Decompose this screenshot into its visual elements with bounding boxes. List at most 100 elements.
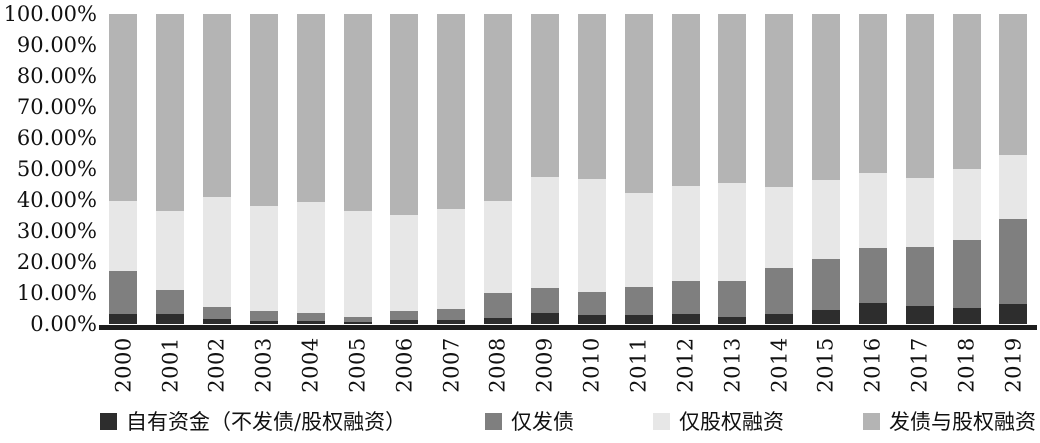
x-axis-label-text: 2008	[486, 337, 511, 393]
y-tick-label: 30.00%	[16, 219, 97, 243]
bar-2010	[577, 14, 606, 324]
bar-2006	[390, 14, 419, 324]
bar-2016	[858, 14, 887, 324]
bar-slot-2004	[287, 14, 334, 324]
x-axis-label-text: 2005	[345, 337, 370, 393]
bar-segment-2003	[249, 311, 278, 321]
x-axis-label-text: 2014	[767, 337, 792, 393]
bar-segment-2015	[812, 14, 841, 180]
x-axis-label-text: 2002	[205, 337, 230, 393]
bar-segment-2013	[718, 182, 747, 281]
x-axis-label-text: 2003	[251, 337, 276, 393]
bar-slot-2006	[381, 14, 428, 324]
bar-segment-2012	[671, 186, 700, 281]
bar-2011	[624, 14, 653, 324]
bar-segment-2013	[718, 280, 747, 318]
bar-segment-2017	[905, 14, 934, 179]
bar-segment-2005	[343, 322, 372, 324]
bar-segment-2003	[249, 320, 278, 324]
bar-2001	[156, 14, 185, 324]
bar-segment-2017	[905, 247, 934, 307]
bar-2009	[531, 14, 560, 324]
bar-segment-2011	[624, 287, 653, 316]
legend-label: 自有资金（不发债/股权融资）	[126, 410, 407, 434]
bar-segment-2004	[296, 201, 325, 314]
x-axis-label-text: 2015	[814, 337, 839, 393]
x-axis-label-text: 2010	[579, 337, 604, 393]
legend-swatch-icon	[862, 412, 880, 430]
bar-segment-2001	[156, 14, 185, 211]
bar-slot-2009	[522, 14, 569, 324]
bar-segment-2012	[671, 14, 700, 187]
bar-segment-2000	[109, 200, 138, 272]
legend-label: 仅发债	[511, 410, 575, 434]
bar-slot-2008	[475, 14, 522, 324]
bar-segment-2005	[343, 14, 372, 211]
bar-slot-2019	[990, 14, 1037, 324]
bar-segment-2005	[343, 316, 372, 323]
bar-segment-2007	[437, 14, 466, 210]
y-tick-label: 40.00%	[16, 188, 97, 212]
x-axis-label-text: 2007	[439, 337, 464, 393]
bar-slot-2015	[803, 14, 850, 324]
x-axis-label-text: 2012	[673, 337, 698, 393]
bar-slot-2012	[662, 14, 709, 324]
bar-segment-2013	[718, 14, 747, 183]
y-tick-label: 90.00%	[16, 33, 97, 57]
x-axis-label-text: 2009	[533, 337, 558, 393]
bar-segment-2012	[671, 280, 700, 315]
y-tick-label: 60.00%	[16, 126, 97, 150]
bar-segment-2017	[905, 178, 934, 248]
bar-segment-2014	[765, 267, 794, 315]
x-axis-label-text: 2017	[907, 337, 932, 393]
bar-segment-2014	[765, 14, 794, 187]
bar-2018	[952, 14, 981, 324]
bar-2014	[765, 14, 794, 324]
bar-slot-2016	[850, 14, 897, 324]
plot-area	[100, 14, 1037, 324]
bar-segment-2006	[390, 214, 419, 311]
bar-segment-2004	[296, 14, 325, 202]
bar-segment-2010	[577, 14, 606, 179]
bar-segment-2015	[812, 310, 841, 324]
bar-segment-2009	[531, 177, 560, 289]
bar-segment-2001	[156, 210, 185, 290]
bar-segment-2019	[999, 14, 1028, 156]
y-tick-label: 50.00%	[16, 157, 97, 181]
x-axis-label-text: 2019	[1001, 337, 1026, 393]
bar-segment-2018	[952, 307, 981, 324]
bar-segment-2016	[858, 303, 887, 324]
legend-label: 发债与股权融资	[888, 410, 1036, 434]
bar-2015	[812, 14, 841, 324]
bar-2008	[484, 14, 513, 324]
bar-segment-2011	[624, 14, 653, 193]
bar-slot-2005	[334, 14, 381, 324]
bar-segment-2009	[531, 14, 560, 178]
bar-segment-2008	[484, 14, 513, 201]
bar-segment-2018	[952, 14, 981, 170]
x-axis-label-text: 2011	[626, 337, 651, 393]
bar-2019	[999, 14, 1028, 324]
bar-segment-2001	[156, 289, 185, 315]
bar-segment-2017	[905, 306, 934, 324]
bar-segment-2000	[109, 271, 138, 315]
bar-segment-2002	[203, 196, 232, 307]
bar-segment-2007	[437, 319, 466, 324]
bar-segment-2007	[437, 209, 466, 310]
bar-2017	[905, 14, 934, 324]
bar-slot-2002	[194, 14, 241, 324]
bar-segment-2015	[812, 258, 841, 311]
bar-segment-2002	[203, 319, 232, 324]
bar-segment-2016	[858, 248, 887, 304]
y-tick-label: 0.00%	[30, 312, 97, 336]
bar-segment-2003	[249, 14, 278, 206]
bar-2004	[296, 14, 325, 324]
y-tick-label: 20.00%	[16, 250, 97, 274]
bar-slot-2018	[943, 14, 990, 324]
bar-segment-2007	[437, 309, 466, 320]
bar-slot-2014	[756, 14, 803, 324]
bar-slot-2013	[709, 14, 756, 324]
bar-slot-2017	[896, 14, 943, 324]
bar-segment-2006	[390, 311, 419, 320]
